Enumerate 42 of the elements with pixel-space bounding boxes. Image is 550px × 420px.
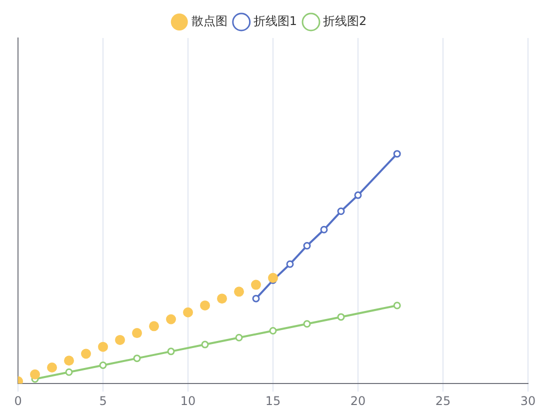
point <box>99 361 107 369</box>
point <box>337 208 345 216</box>
legend-label: 散点图 <box>191 14 228 28</box>
point <box>234 286 244 297</box>
point <box>235 334 243 342</box>
point <box>268 272 278 283</box>
point <box>65 368 73 376</box>
point <box>393 150 401 158</box>
point <box>47 362 57 373</box>
point <box>183 307 193 318</box>
point <box>303 320 311 328</box>
x-tick-label: 20 <box>350 394 366 408</box>
point <box>64 356 74 366</box>
point <box>149 321 159 332</box>
point <box>201 340 209 348</box>
point <box>30 369 40 380</box>
legend-label: 折线图2 <box>323 14 367 28</box>
point <box>167 348 175 356</box>
point <box>81 348 91 359</box>
point <box>115 334 125 345</box>
x-tick-label: 15 <box>265 394 281 408</box>
legend-label: 折线图1 <box>253 14 298 28</box>
point <box>354 191 362 199</box>
point <box>98 342 108 352</box>
point <box>132 328 142 338</box>
x-tick-label: 5 <box>99 394 107 408</box>
x-tick-label: 30 <box>520 394 536 408</box>
point <box>251 280 261 290</box>
point <box>166 314 176 324</box>
point <box>320 226 328 234</box>
x-tick-label: 25 <box>435 394 451 408</box>
point <box>252 294 260 302</box>
point <box>217 294 227 304</box>
point <box>269 327 277 334</box>
point <box>337 313 345 321</box>
x-tick-label: 10 <box>180 394 196 408</box>
x-tick-label: 0 <box>14 394 22 408</box>
point <box>303 242 311 250</box>
point <box>393 302 401 310</box>
point <box>200 300 210 310</box>
point <box>286 260 294 268</box>
point <box>133 354 141 362</box>
